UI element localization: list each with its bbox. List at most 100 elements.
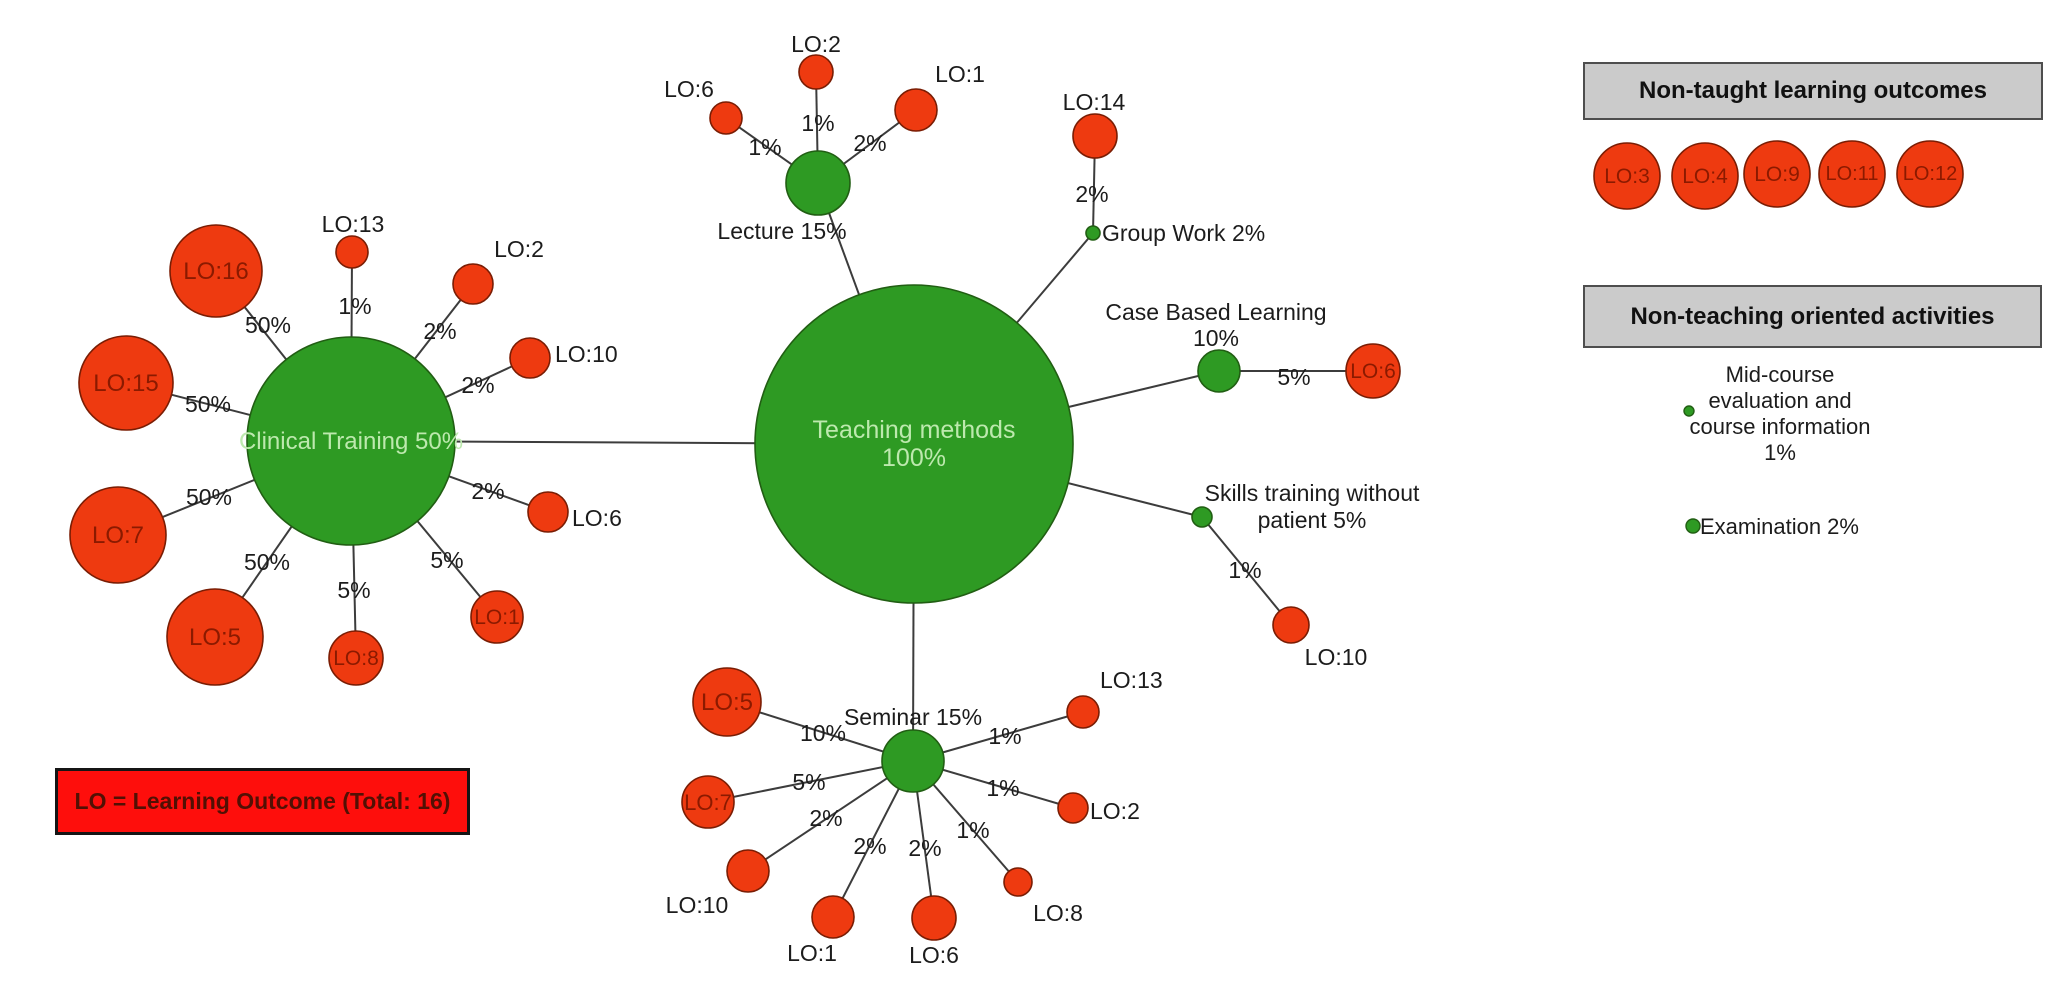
- legend-non-taught-title: Non-taught learning outcomes: [1639, 77, 1987, 104]
- clinical-lo2-label: LO:2: [494, 236, 544, 262]
- edge-groupwork-dot-groupwork-lo14-percent-label: 2%: [1075, 181, 1108, 207]
- edge-clinical-clinical-lo16-percent-label: 50%: [245, 312, 291, 338]
- node-seminar-circle: [881, 729, 945, 793]
- examination-label: Examination 2%: [1700, 514, 1859, 539]
- seminar-lo8-label: LO:8: [1033, 900, 1083, 926]
- legend-non-taught-box: Non-taught learning outcomes: [1583, 62, 2043, 120]
- clinical-lo6-label: LO:6: [572, 505, 622, 531]
- node-teaching-label: Teaching methods 100%: [813, 416, 1016, 472]
- node-clinical-lo16-label: LO:16: [183, 258, 248, 285]
- edge-seminar-seminar-lo5-percent-label: 10%: [800, 720, 846, 746]
- lecture-lo6-label: LO:6: [664, 76, 714, 102]
- note-box-label: LO = Learning Outcome (Total: 16): [74, 788, 451, 814]
- edge-seminar-seminar-lo13-percent-label: 1%: [988, 723, 1021, 749]
- edge-seminar-seminar-lo10-percent-label: 2%: [809, 805, 842, 831]
- node-clinical-lo10-circle: [509, 337, 551, 379]
- node-lecture-lo6-circle: [709, 101, 743, 135]
- node-clinical-lo8-label: LO:8: [333, 647, 379, 670]
- node-clinical-lo7-label: LO:7: [92, 522, 144, 549]
- edge-skills-dot-skills-lo10-percent-label: 1%: [1228, 557, 1261, 583]
- node-legend-lo9-label: LO:9: [1754, 163, 1800, 186]
- seminar-lo13-label: LO:13: [1100, 667, 1163, 693]
- edge-clinical-clinical-lo13-percent-label: 1%: [338, 293, 371, 319]
- node-clinical-lo7-circle: [69, 486, 167, 584]
- groupwork-title: Group Work 2%: [1102, 220, 1265, 246]
- node-lecture-lo2-circle: [798, 54, 834, 90]
- lecture-lo2-label: LO:2: [791, 31, 841, 57]
- node-lecture-lo1-circle: [894, 88, 938, 132]
- edge-clinical-clinical-lo1-percent-label: 5%: [430, 547, 463, 573]
- edge-clinical-clinical-lo6-percent-label: 2%: [471, 478, 504, 504]
- node-legend-lo12-circle: [1896, 140, 1964, 208]
- node-legend-lo4-label: LO:4: [1682, 165, 1728, 188]
- node-clinical-lo6-circle: [527, 491, 569, 533]
- clinical-lo10-label: LO:10: [555, 341, 618, 367]
- node-clinical-lo8-circle: [328, 630, 384, 686]
- edge-lecture-lecture-lo1-percent-label: 2%: [853, 130, 886, 156]
- node-clinical-lo1-circle: [470, 590, 524, 644]
- note-box: LO = Learning Outcome (Total: 16): [55, 768, 470, 835]
- lecture-title: Lecture 15%: [717, 218, 846, 244]
- node-clinical-circle: [246, 336, 456, 546]
- edge-seminar-seminar-lo2-percent-label: 1%: [986, 775, 1019, 801]
- node-teaching-circle: [754, 284, 1074, 604]
- node-seminar-lo8-circle: [1003, 867, 1033, 897]
- node-cbl-circle: [1197, 349, 1241, 393]
- node-legend-lo11-circle: [1818, 140, 1886, 208]
- edge-seminar-seminar-lo10: [747, 760, 914, 872]
- node-legend-lo12-label: LO:12: [1903, 163, 1957, 185]
- groupwork-lo14-label: LO:14: [1063, 89, 1126, 115]
- node-clinical-label: Clinical Training 50%: [239, 428, 463, 455]
- clinical-lo13-label: LO:13: [322, 211, 385, 237]
- node-clinical-lo16-circle: [169, 224, 263, 318]
- edge-clinical-clinical-lo10-percent-label: 2%: [461, 372, 494, 398]
- cbl-title: Case Based Learning 10%: [1105, 299, 1326, 351]
- edge-seminar-seminar-lo1-percent-label: 2%: [853, 833, 886, 859]
- skills-lo10-label: LO:10: [1305, 644, 1368, 670]
- edge-seminar-seminar-lo7: [707, 760, 914, 803]
- edge-seminar-seminar-lo8-percent-label: 1%: [956, 817, 989, 843]
- lecture-lo1-label: LO:1: [935, 61, 985, 87]
- node-clinical-lo15-circle: [78, 335, 174, 431]
- node-seminar-lo10-circle: [726, 849, 770, 893]
- node-groupwork-dot-circle: [1085, 225, 1101, 241]
- node-clinical-lo2-circle: [452, 263, 494, 305]
- node-clinical-lo15-label: LO:15: [93, 370, 158, 397]
- edge-clinical-clinical-lo8-percent-label: 5%: [337, 577, 370, 603]
- node-legend-lo9-circle: [1743, 140, 1811, 208]
- node-legend-lo3-label: LO:3: [1604, 165, 1650, 188]
- seminar-lo1-label: LO:1: [787, 940, 837, 966]
- node-groupwork-lo14-circle: [1072, 113, 1118, 159]
- seminar-lo10-label: LO:10: [666, 892, 729, 918]
- node-clinical-lo5-label: LO:5: [189, 624, 241, 651]
- edge-seminar-seminar-lo7-percent-label: 5%: [792, 769, 825, 795]
- edge-cbl-cbl-lo6-percent-label: 5%: [1277, 364, 1310, 390]
- edge-lecture-lecture-lo6-percent-label: 1%: [748, 134, 781, 160]
- edge-seminar-seminar-lo6-percent-label: 2%: [908, 835, 941, 861]
- node-legend-lo11-label: LO:11: [1826, 163, 1879, 185]
- node-seminar-lo7-label: LO:7: [684, 790, 732, 815]
- node-seminar-lo13-circle: [1066, 695, 1100, 729]
- node-skills-dot-circle: [1191, 506, 1213, 528]
- legend-non-teaching-title: Non-teaching oriented activities: [1630, 302, 1995, 330]
- node-cbl-lo6-circle: [1345, 343, 1401, 399]
- node-seminar-lo5-circle: [692, 667, 762, 737]
- node-clinical-lo5-circle: [166, 588, 264, 686]
- mid-course-evaluation-dot: [1683, 405, 1695, 417]
- edge-clinical-clinical-lo7-percent-label: 50%: [186, 484, 232, 510]
- node-seminar-lo5-label: LO:5: [701, 689, 753, 716]
- edge-clinical-clinical-lo2-percent-label: 2%: [423, 318, 456, 344]
- node-clinical-lo13-circle: [335, 235, 369, 269]
- edge-skills-dot-skills-lo10: [1201, 516, 1292, 626]
- node-legend-lo3-circle: [1593, 142, 1661, 210]
- examination-dot: [1685, 518, 1701, 534]
- edge-clinical-clinical-lo15-percent-label: 50%: [185, 391, 231, 417]
- edge-clinical-clinical-lo5-percent-label: 50%: [244, 549, 290, 575]
- legend-non-teaching-box: Non-teaching oriented activities: [1583, 285, 2042, 348]
- node-seminar-lo1-circle: [811, 895, 855, 939]
- node-clinical-lo1-label: LO:1: [474, 606, 520, 629]
- node-seminar-lo7-circle: [681, 775, 735, 829]
- node-seminar-lo2-circle: [1057, 792, 1089, 824]
